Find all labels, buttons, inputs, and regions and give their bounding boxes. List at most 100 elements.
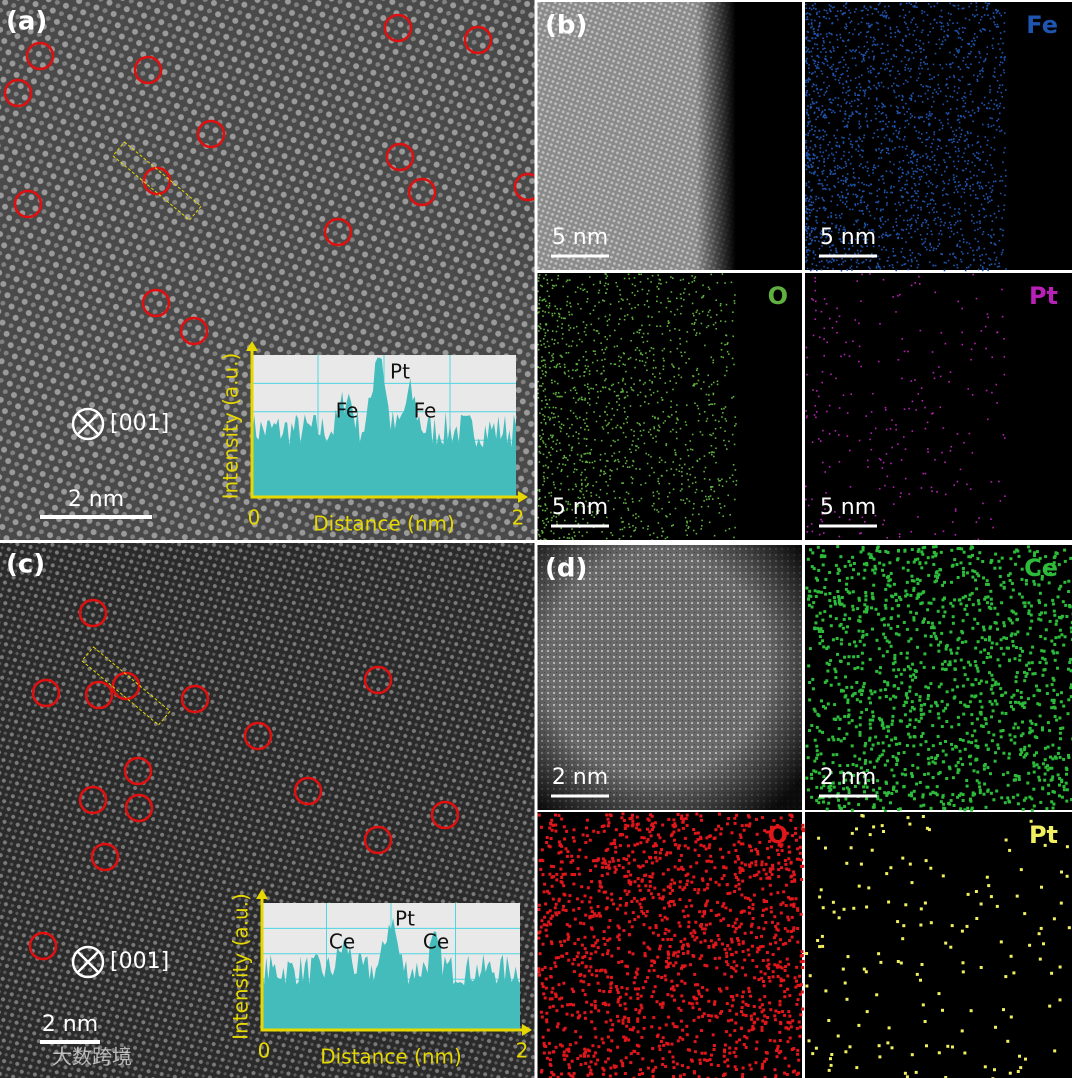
eds-signal	[905, 64, 908, 66]
scale-bar-label: 2 nm	[42, 1012, 98, 1037]
eds-signal	[685, 424, 688, 426]
eds-signal	[928, 136, 930, 139]
eds-signal	[862, 9, 864, 12]
eds-signal	[997, 107, 999, 110]
eds-signal	[916, 228, 919, 230]
eds-signal	[613, 460, 616, 463]
eds-signal	[990, 673, 994, 677]
eds-signal	[540, 344, 543, 346]
eds-signal	[983, 208, 986, 211]
eds-signal	[895, 424, 897, 426]
eds-signal	[925, 195, 927, 198]
eds-signal	[809, 212, 811, 214]
eds-signal	[879, 218, 882, 221]
eds-signal	[652, 347, 655, 350]
eds-signal	[982, 267, 984, 270]
eds-signal	[662, 411, 665, 413]
eds-signal	[858, 83, 861, 85]
eds-signal	[877, 72, 879, 75]
eds-signal	[856, 280, 858, 282]
eds-signal	[968, 700, 972, 704]
eds-signal	[632, 459, 634, 462]
eds-signal	[967, 162, 969, 165]
eds-signal	[1055, 619, 1059, 623]
eds-signal	[857, 181, 860, 184]
eds-signal	[1006, 771, 1010, 775]
eds-signal	[888, 138, 891, 140]
eds-signal	[939, 139, 941, 141]
eds-signal	[1000, 796, 1004, 800]
eds-signal	[885, 249, 888, 251]
eds-signal	[851, 144, 854, 146]
eds-signal	[905, 692, 908, 696]
pt-marker	[196, 119, 226, 149]
eds-signal	[844, 797, 848, 801]
eds-signal	[906, 49, 909, 51]
eds-signal	[958, 118, 960, 121]
eds-signal	[607, 484, 609, 487]
eds-signal	[852, 176, 855, 178]
eds-signal	[805, 38, 808, 40]
eds-signal	[1003, 208, 1005, 211]
eds-signal	[658, 492, 660, 495]
eds-signal	[607, 432, 609, 434]
eds-signal	[636, 290, 639, 292]
eds-signal	[861, 235, 863, 237]
eds-signal	[890, 462, 892, 465]
eds-signal	[1069, 695, 1072, 699]
eds-signal	[818, 10, 821, 13]
eds-signal	[931, 413, 933, 415]
eds-signal	[1070, 683, 1072, 687]
eds-signal	[885, 231, 887, 234]
eds-signal	[848, 617, 852, 621]
eds-signal	[857, 262, 860, 265]
eds-signal	[866, 223, 869, 226]
eds-signal	[930, 146, 932, 148]
eds-signal	[695, 334, 697, 336]
eds-signal	[703, 455, 706, 457]
eds-signal	[984, 743, 988, 747]
eds-signal	[976, 770, 980, 774]
eds-signal	[547, 521, 550, 523]
eds-signal	[811, 125, 813, 127]
eds-signal	[865, 7, 867, 10]
axis-arrow	[256, 889, 268, 899]
eds-signal	[999, 646, 1003, 650]
eds-signal	[565, 280, 568, 283]
eds-signal	[934, 533, 936, 535]
eds-signal	[841, 136, 843, 139]
eds-signal	[933, 131, 936, 133]
eds-signal	[875, 549, 879, 553]
eds-signal	[959, 468, 962, 471]
eds-signal	[714, 419, 717, 422]
eds-signal	[537, 489, 539, 491]
eds-signal	[1001, 61, 1004, 64]
eds-signal	[931, 183, 934, 186]
eds-signal	[940, 9, 943, 12]
eds-signal	[625, 418, 628, 420]
eds-signal	[587, 429, 590, 431]
eds-signal	[822, 135, 825, 137]
eds-signal	[640, 434, 643, 437]
eds-signal	[564, 519, 566, 522]
eds-signal	[970, 50, 972, 53]
eds-signal	[924, 92, 927, 95]
eds-signal	[861, 685, 865, 689]
eds-signal	[855, 110, 857, 112]
eds-signal	[949, 63, 952, 65]
eds-signal	[664, 382, 667, 384]
eds-signal	[603, 470, 605, 473]
eds-signal	[951, 141, 953, 144]
eds-signal	[941, 22, 943, 24]
eds-signal	[845, 582, 849, 586]
eds-signal	[679, 337, 681, 340]
eds-signal	[853, 754, 857, 758]
eds-signal	[693, 280, 696, 282]
eds-signal	[563, 536, 565, 538]
eds-signal	[969, 264, 972, 266]
eds-signal	[855, 193, 857, 196]
eds-signal	[985, 680, 989, 684]
eds-signal	[962, 105, 964, 108]
eds-signal	[818, 438, 820, 440]
eds-signal	[959, 184, 961, 186]
